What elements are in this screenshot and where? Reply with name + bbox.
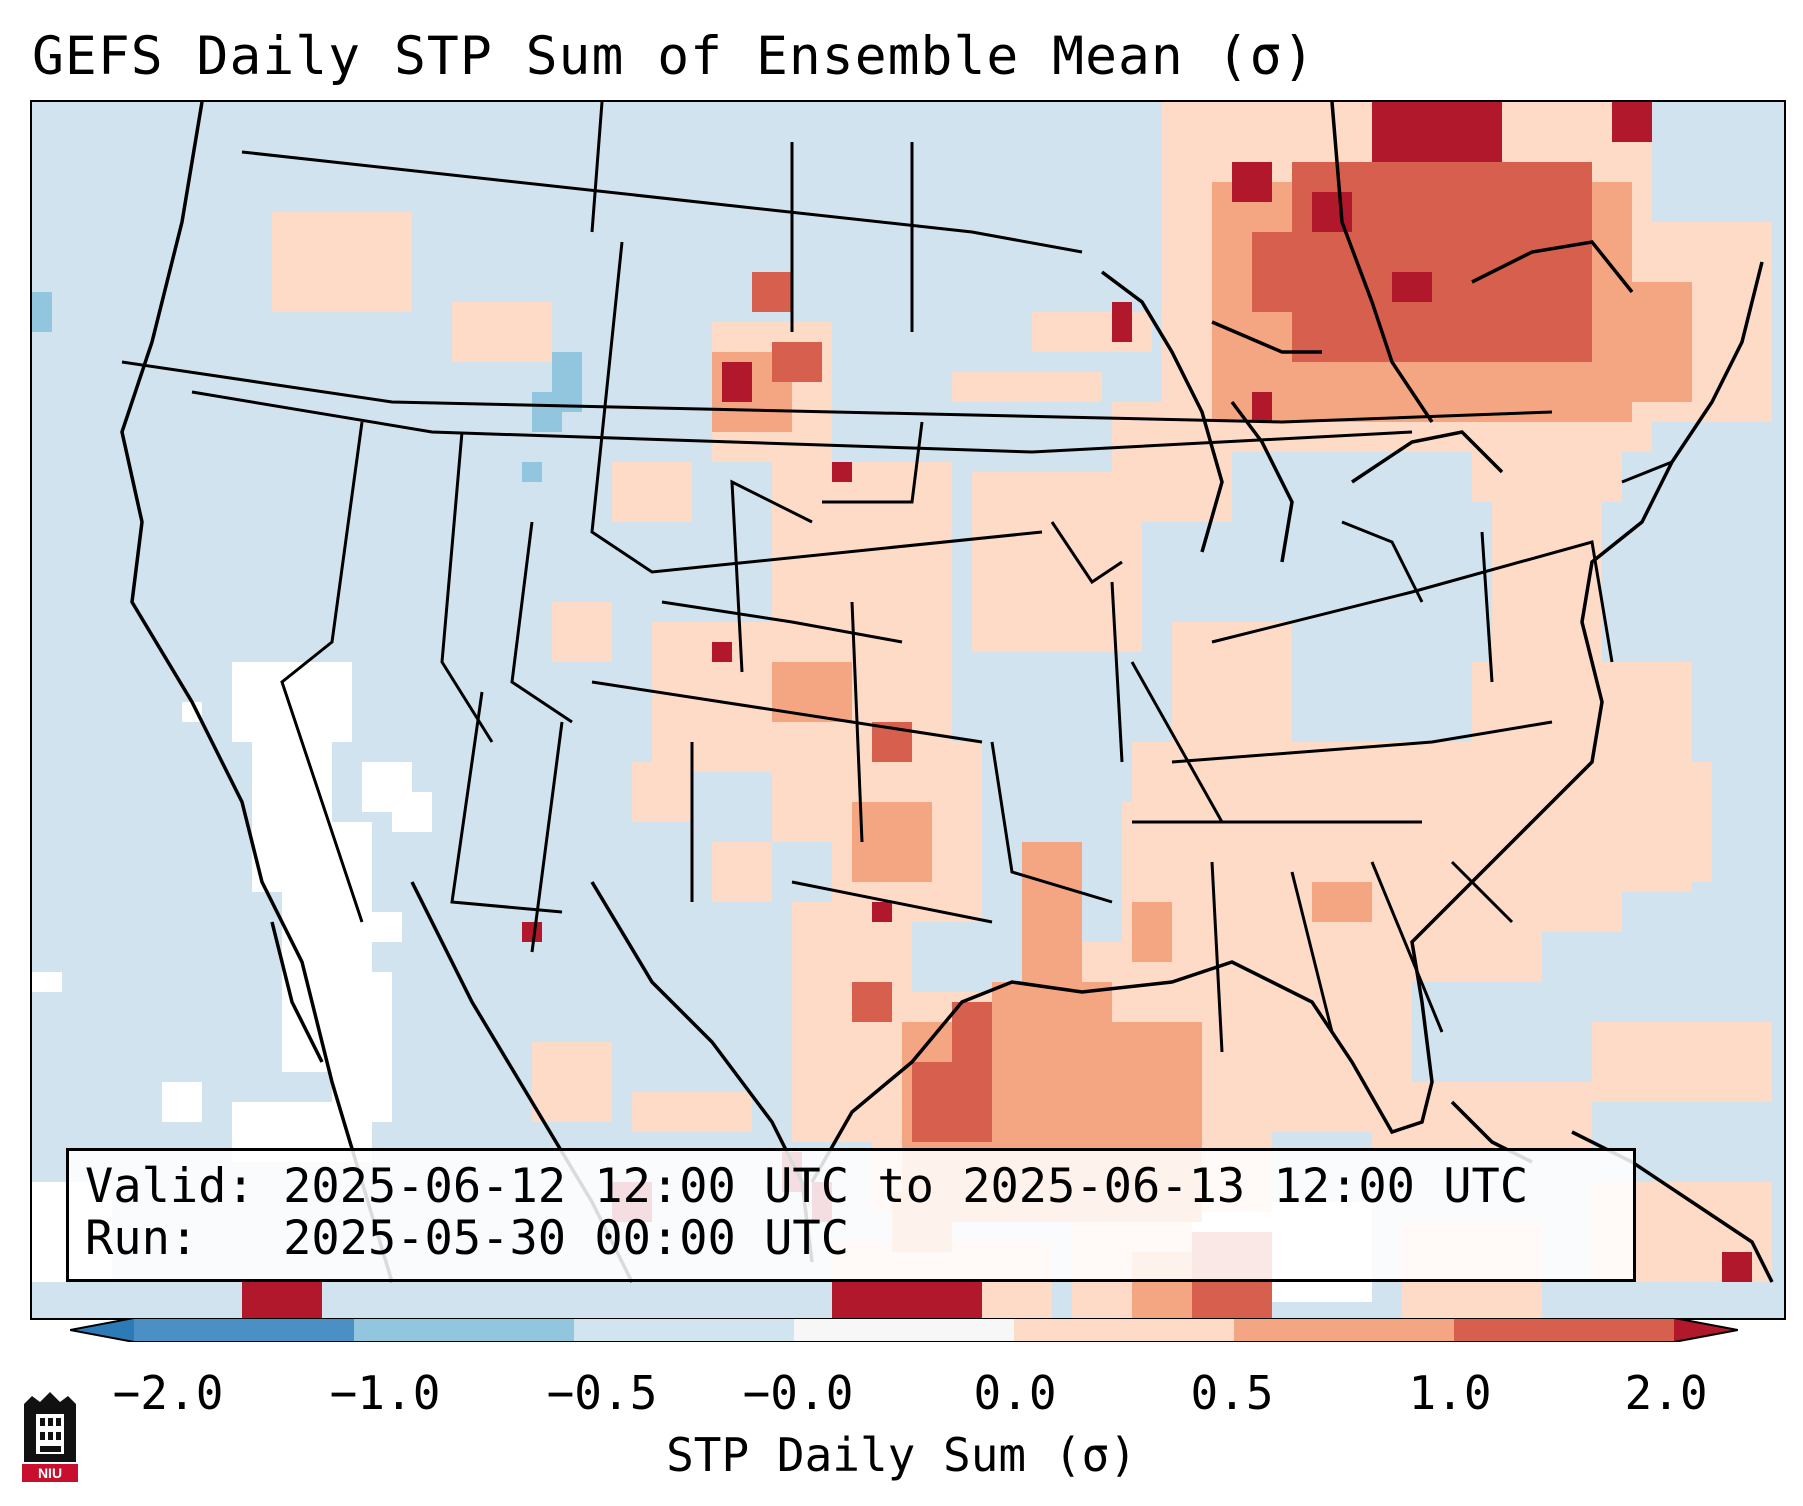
colorbar-segment <box>574 1318 795 1342</box>
run-line: Run: 2025-05-30 00:00 UTC <box>85 1211 849 1266</box>
valid-label: Valid: <box>85 1159 255 1214</box>
colorbar-segment <box>1014 1318 1235 1342</box>
colorbar-tick: 0.0 <box>973 1366 1057 1420</box>
colorbar-segment <box>134 1318 355 1342</box>
colorbar-tick: −0.0 <box>742 1366 854 1420</box>
run-label: Run: <box>85 1211 199 1266</box>
colorbar-extend-high <box>1674 1318 1738 1342</box>
colorbar-segment <box>354 1318 575 1342</box>
niu-logo-icon: NIU <box>22 1392 78 1482</box>
chart-title: GEFS Daily STP Sum of Ensemble Mean (σ) <box>32 26 1316 87</box>
valid-line: Valid: 2025-06-12 12:00 UTC to 2025-06-1… <box>85 1159 1528 1214</box>
colorbar-tick: −0.5 <box>546 1366 658 1420</box>
colorbar-tick: 2.0 <box>1624 1366 1708 1420</box>
colorbar-segment <box>794 1318 1015 1342</box>
colorbar-label: STP Daily Sum (σ) <box>666 1428 1137 1482</box>
niu-logo: NIU <box>20 1392 80 1484</box>
colorbar-tick: 1.0 <box>1408 1366 1492 1420</box>
state-boundaries <box>121 102 1673 1053</box>
colorbar-tick: −2.0 <box>112 1366 224 1420</box>
extreme-positive-anomaly-areas <box>242 102 1752 1318</box>
colorbar-extend-low <box>70 1318 134 1342</box>
valid-run-info-box: Valid: 2025-06-12 12:00 UTC to 2025-06-1… <box>66 1148 1636 1282</box>
map-panel[interactable] <box>30 100 1786 1320</box>
colorbar <box>69 1317 1739 1343</box>
map-svg <box>32 102 1774 1318</box>
colorbar-tick: 0.5 <box>1190 1366 1274 1420</box>
light-negative-anomaly-areas <box>32 292 582 482</box>
colorbar-tick: −1.0 <box>329 1366 441 1420</box>
niu-logo-text: NIU <box>38 1465 62 1481</box>
colorbar-segment <box>1454 1318 1675 1342</box>
valid-value: 2025-06-12 12:00 UTC to 2025-06-13 12:00… <box>283 1159 1529 1214</box>
run-value: 2025-05-30 00:00 UTC <box>283 1211 850 1266</box>
colorbar-segment <box>1234 1318 1455 1342</box>
colorbar-svg <box>69 1317 1739 1343</box>
